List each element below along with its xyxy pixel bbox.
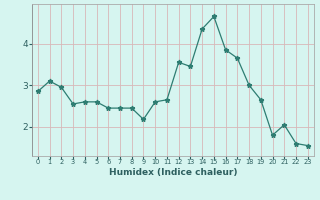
X-axis label: Humidex (Indice chaleur): Humidex (Indice chaleur) bbox=[108, 168, 237, 177]
